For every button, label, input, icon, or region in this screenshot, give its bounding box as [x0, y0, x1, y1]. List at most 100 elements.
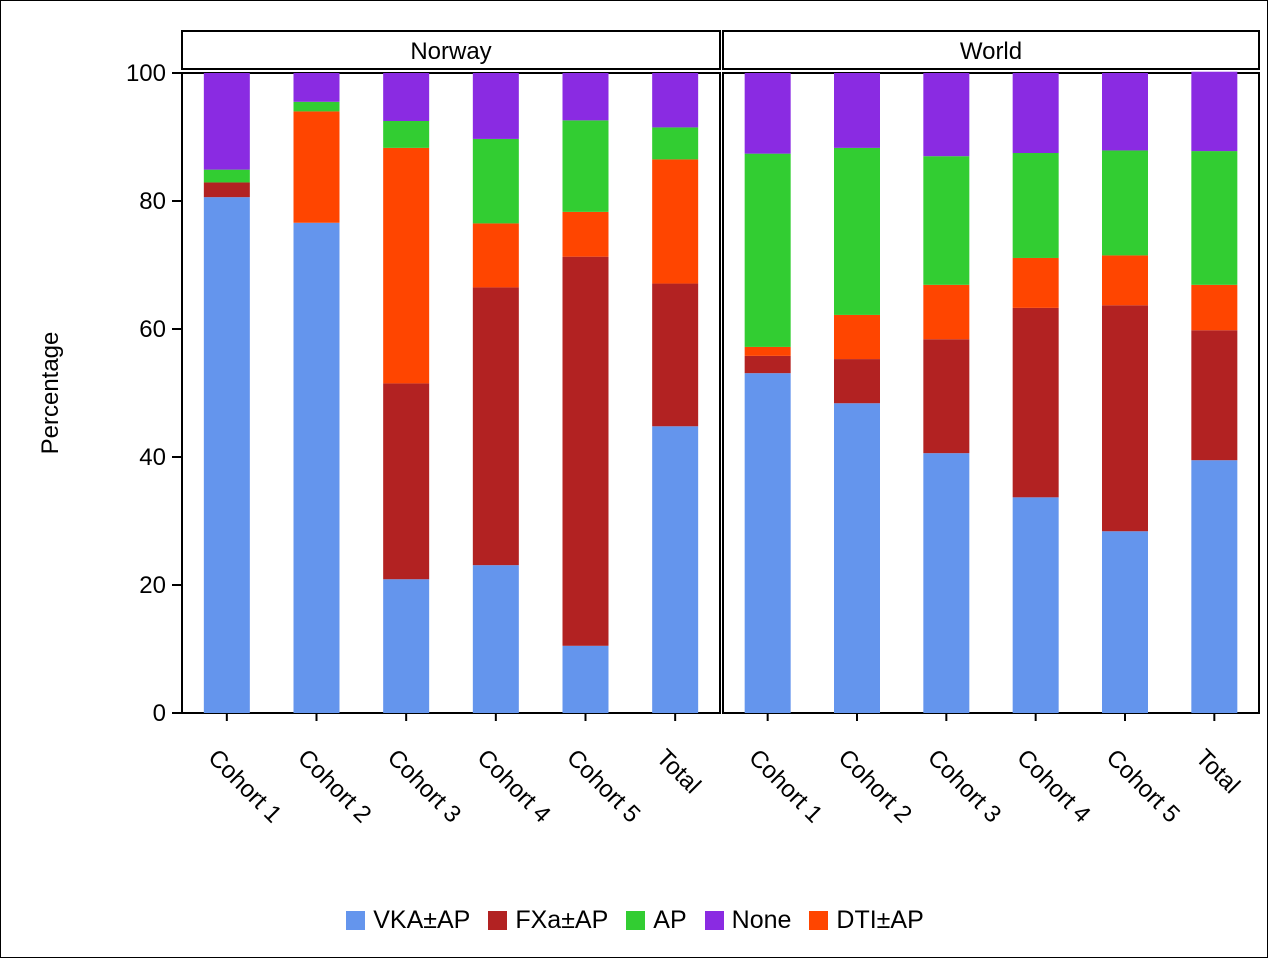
- bar-segment: [562, 120, 609, 212]
- bar-segment: [834, 359, 880, 404]
- bar-segment: [383, 383, 430, 580]
- panel-border-1: [722, 72, 1260, 714]
- legend-swatch: [488, 911, 508, 930]
- bar-segment: [1191, 460, 1238, 713]
- bar-segment: [652, 159, 699, 284]
- panel-title: World: [960, 38, 1022, 65]
- bar-segment: [203, 169, 250, 183]
- bar-segment: [744, 373, 791, 713]
- bar-segment: [383, 73, 430, 121]
- legend-swatch: [809, 911, 829, 930]
- bar-segment: [652, 426, 699, 713]
- legend: VKA±AP FXa±AP AP None DTI±AP: [0, 906, 1270, 935]
- bar-segment: [923, 453, 970, 713]
- y-tick-label: 20: [139, 572, 166, 599]
- y-tick-label: 40: [139, 444, 166, 471]
- bar-segment: [472, 287, 519, 566]
- legend-swatch: [626, 911, 646, 930]
- bar-segment: [203, 73, 250, 170]
- y-axis-label: Percentage: [37, 332, 64, 455]
- x-tick-label: Cohort 5: [1101, 744, 1185, 828]
- bar-segment: [1191, 330, 1238, 461]
- bar-segment: [472, 73, 519, 139]
- bar-segment: [834, 147, 880, 315]
- x-tick-label: Cohort 3: [382, 744, 466, 828]
- bar-segment: [293, 101, 340, 112]
- y-tick-label: 100: [126, 60, 166, 87]
- legend-swatch: [346, 911, 366, 930]
- legend-item: DTI±AP: [809, 906, 924, 935]
- x-tick-label: Cohort 1: [743, 744, 827, 828]
- bar-segment: [1102, 73, 1148, 151]
- bar-segment: [834, 403, 880, 713]
- bar-segment: [562, 645, 609, 713]
- bar-segment: [293, 222, 340, 713]
- bar-segment: [923, 284, 970, 340]
- bar-segment: [1102, 531, 1148, 713]
- bar-segment: [383, 579, 430, 713]
- bar-segment: [923, 73, 970, 157]
- bar-segment: [834, 73, 880, 148]
- bar-segment: [1102, 150, 1148, 256]
- y-tick-label: 60: [139, 316, 166, 343]
- bar-segment: [472, 223, 519, 288]
- bar-segment: [293, 111, 340, 223]
- bar-segment: [1191, 284, 1238, 331]
- bar-segment: [1102, 255, 1148, 306]
- y-tick-label: 80: [139, 188, 166, 215]
- bar-segment: [472, 565, 519, 713]
- bar-segment: [652, 73, 699, 128]
- bar-segment: [834, 314, 880, 360]
- legend-label: DTI±AP: [836, 906, 924, 934]
- bar-segment: [744, 355, 791, 374]
- bar-segment: [744, 346, 791, 356]
- panel-border-0: [181, 72, 721, 714]
- bar-segment: [1012, 73, 1059, 153]
- bar-segment: [1012, 497, 1059, 713]
- bar-segment: [1012, 153, 1059, 258]
- bar-segment: [744, 153, 791, 347]
- legend-item: VKA±AP: [346, 906, 470, 935]
- bar-segment: [652, 127, 699, 160]
- bar-segment: [1191, 151, 1238, 285]
- panel-header-1: [722, 30, 1260, 70]
- bar-segment: [744, 73, 791, 154]
- x-tick-label: Cohort 4: [1011, 744, 1095, 828]
- x-tick-label: Cohort 1: [203, 744, 287, 828]
- x-tick-label: Cohort 2: [833, 744, 917, 828]
- bar-segment: [383, 121, 430, 148]
- bar-segment: [562, 73, 609, 121]
- bar-segment: [293, 73, 340, 102]
- bar-segment: [923, 156, 970, 285]
- legend-label: None: [731, 906, 792, 934]
- bar-segment: [652, 283, 699, 427]
- bar-segment: [203, 197, 250, 713]
- legend-item: None: [704, 906, 792, 935]
- bar-segment: [1102, 305, 1148, 532]
- legend-label: VKA±AP: [373, 906, 471, 934]
- x-tick-label: Cohort 5: [561, 744, 645, 828]
- bar-segment: [1012, 257, 1059, 308]
- x-tick-label: Cohort 3: [922, 744, 1006, 828]
- bar-segment: [203, 182, 250, 198]
- legend-label: FXa±AP: [515, 906, 609, 934]
- bar-segment: [923, 339, 970, 454]
- legend-item: AP: [626, 906, 687, 935]
- x-tick-label: Total: [651, 744, 706, 799]
- legend-item: FXa±AP: [488, 906, 608, 935]
- legend-swatch: [704, 911, 724, 930]
- x-tick-label: Cohort 4: [472, 744, 556, 828]
- panel-title: Norway: [410, 38, 491, 65]
- bar-segment: [383, 147, 430, 384]
- x-tick-label: Cohort 2: [292, 744, 376, 828]
- bar-segment: [1012, 307, 1059, 498]
- bar-segment: [562, 256, 609, 646]
- bar-segment: [472, 138, 519, 224]
- legend-label: AP: [653, 906, 687, 934]
- x-tick-label: Total: [1190, 744, 1245, 799]
- y-tick-label: 0: [153, 700, 166, 727]
- panel-header-0: [181, 30, 721, 70]
